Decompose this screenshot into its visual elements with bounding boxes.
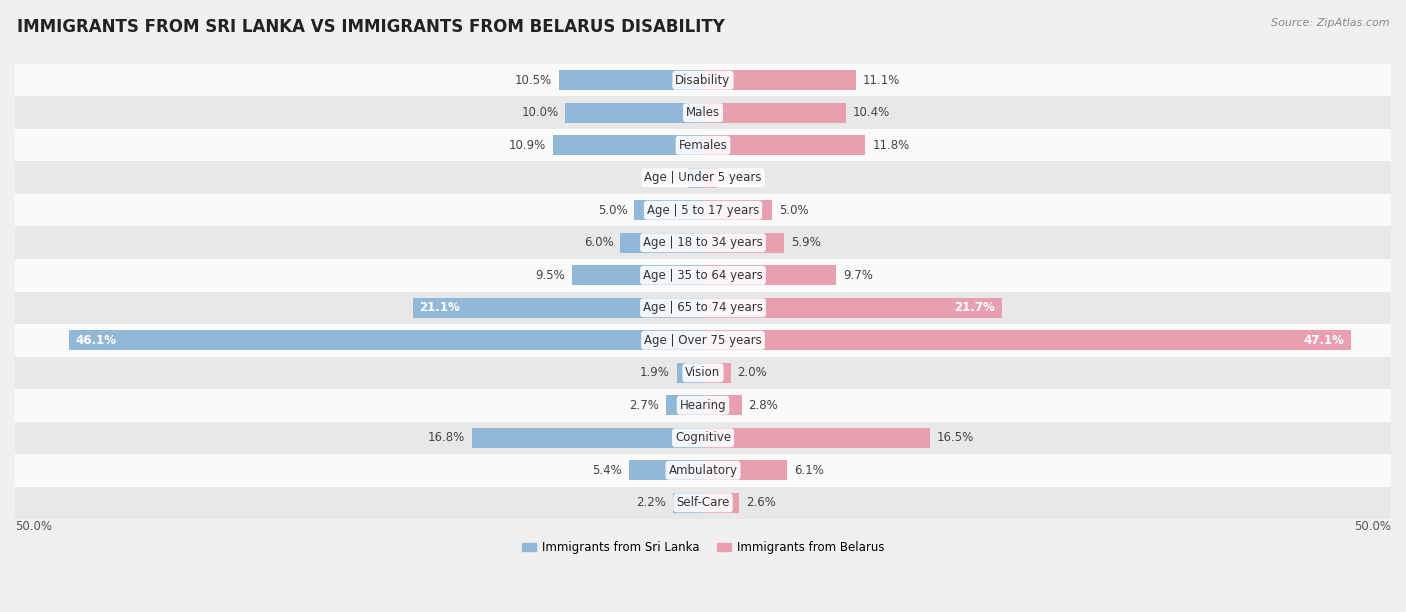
Text: Disability: Disability: [675, 73, 731, 87]
Text: 10.5%: 10.5%: [515, 73, 551, 87]
Text: 50.0%: 50.0%: [15, 520, 52, 532]
Text: 16.5%: 16.5%: [936, 431, 974, 444]
Bar: [15, 291, 1391, 324]
Text: 1.9%: 1.9%: [640, 366, 671, 379]
Text: 16.8%: 16.8%: [427, 431, 465, 444]
Text: Age | 65 to 74 years: Age | 65 to 74 years: [643, 301, 763, 315]
Bar: [15, 259, 1391, 291]
Text: 11.1%: 11.1%: [863, 73, 900, 87]
Text: Age | Over 75 years: Age | Over 75 years: [644, 334, 762, 347]
Bar: [628, 460, 703, 480]
Text: Source: ZipAtlas.com: Source: ZipAtlas.com: [1271, 18, 1389, 28]
Text: 21.1%: 21.1%: [419, 301, 460, 315]
Bar: [666, 395, 703, 416]
Text: Age | 35 to 64 years: Age | 35 to 64 years: [643, 269, 763, 282]
Bar: [703, 135, 865, 155]
Text: 50.0%: 50.0%: [1354, 520, 1391, 532]
Bar: [703, 265, 837, 285]
Bar: [472, 428, 703, 448]
Text: 2.0%: 2.0%: [737, 366, 768, 379]
Bar: [15, 389, 1391, 422]
Text: 5.0%: 5.0%: [779, 204, 808, 217]
Text: 46.1%: 46.1%: [76, 334, 117, 347]
Bar: [558, 70, 703, 91]
Text: 11.8%: 11.8%: [872, 139, 910, 152]
Bar: [672, 493, 703, 513]
Bar: [620, 233, 703, 253]
Text: IMMIGRANTS FROM SRI LANKA VS IMMIGRANTS FROM BELARUS DISABILITY: IMMIGRANTS FROM SRI LANKA VS IMMIGRANTS …: [17, 18, 724, 36]
Bar: [15, 454, 1391, 487]
Bar: [565, 103, 703, 123]
Text: Males: Males: [686, 106, 720, 119]
Text: 1.1%: 1.1%: [651, 171, 681, 184]
Text: 9.7%: 9.7%: [844, 269, 873, 282]
Bar: [703, 297, 1001, 318]
Bar: [15, 64, 1391, 97]
Bar: [703, 233, 785, 253]
Text: 5.0%: 5.0%: [598, 204, 627, 217]
Text: Age | 18 to 34 years: Age | 18 to 34 years: [643, 236, 763, 249]
Text: 2.7%: 2.7%: [628, 399, 659, 412]
Text: 10.0%: 10.0%: [522, 106, 558, 119]
Text: 6.0%: 6.0%: [583, 236, 613, 249]
Bar: [15, 422, 1391, 454]
Text: 9.5%: 9.5%: [536, 269, 565, 282]
Text: 2.2%: 2.2%: [636, 496, 666, 509]
Bar: [703, 428, 929, 448]
Text: 47.1%: 47.1%: [1303, 334, 1344, 347]
Text: 2.6%: 2.6%: [745, 496, 776, 509]
Text: 21.7%: 21.7%: [953, 301, 994, 315]
Text: 5.4%: 5.4%: [592, 464, 621, 477]
Text: 6.1%: 6.1%: [794, 464, 824, 477]
Text: 2.8%: 2.8%: [748, 399, 778, 412]
Text: Cognitive: Cognitive: [675, 431, 731, 444]
Bar: [703, 200, 772, 220]
Bar: [553, 135, 703, 155]
Bar: [15, 97, 1391, 129]
Bar: [15, 324, 1391, 357]
Bar: [15, 162, 1391, 194]
Bar: [703, 103, 846, 123]
Bar: [703, 363, 731, 383]
Bar: [15, 487, 1391, 519]
Text: 5.9%: 5.9%: [792, 236, 821, 249]
Bar: [703, 168, 717, 188]
Bar: [15, 226, 1391, 259]
Bar: [703, 460, 787, 480]
Legend: Immigrants from Sri Lanka, Immigrants from Belarus: Immigrants from Sri Lanka, Immigrants fr…: [517, 536, 889, 559]
Bar: [413, 297, 703, 318]
Text: 10.4%: 10.4%: [853, 106, 890, 119]
Text: 10.9%: 10.9%: [509, 139, 546, 152]
Text: Females: Females: [679, 139, 727, 152]
Text: 1.0%: 1.0%: [724, 171, 754, 184]
Bar: [15, 357, 1391, 389]
Bar: [634, 200, 703, 220]
Bar: [15, 129, 1391, 162]
Bar: [688, 168, 703, 188]
Text: Hearing: Hearing: [679, 399, 727, 412]
Bar: [15, 194, 1391, 226]
Text: Vision: Vision: [685, 366, 721, 379]
Text: Ambulatory: Ambulatory: [668, 464, 738, 477]
Bar: [572, 265, 703, 285]
Text: Age | Under 5 years: Age | Under 5 years: [644, 171, 762, 184]
Bar: [69, 330, 703, 350]
Text: Self-Care: Self-Care: [676, 496, 730, 509]
Bar: [703, 493, 738, 513]
Bar: [703, 395, 741, 416]
Bar: [676, 363, 703, 383]
Text: Age | 5 to 17 years: Age | 5 to 17 years: [647, 204, 759, 217]
Bar: [703, 70, 856, 91]
Bar: [703, 330, 1351, 350]
